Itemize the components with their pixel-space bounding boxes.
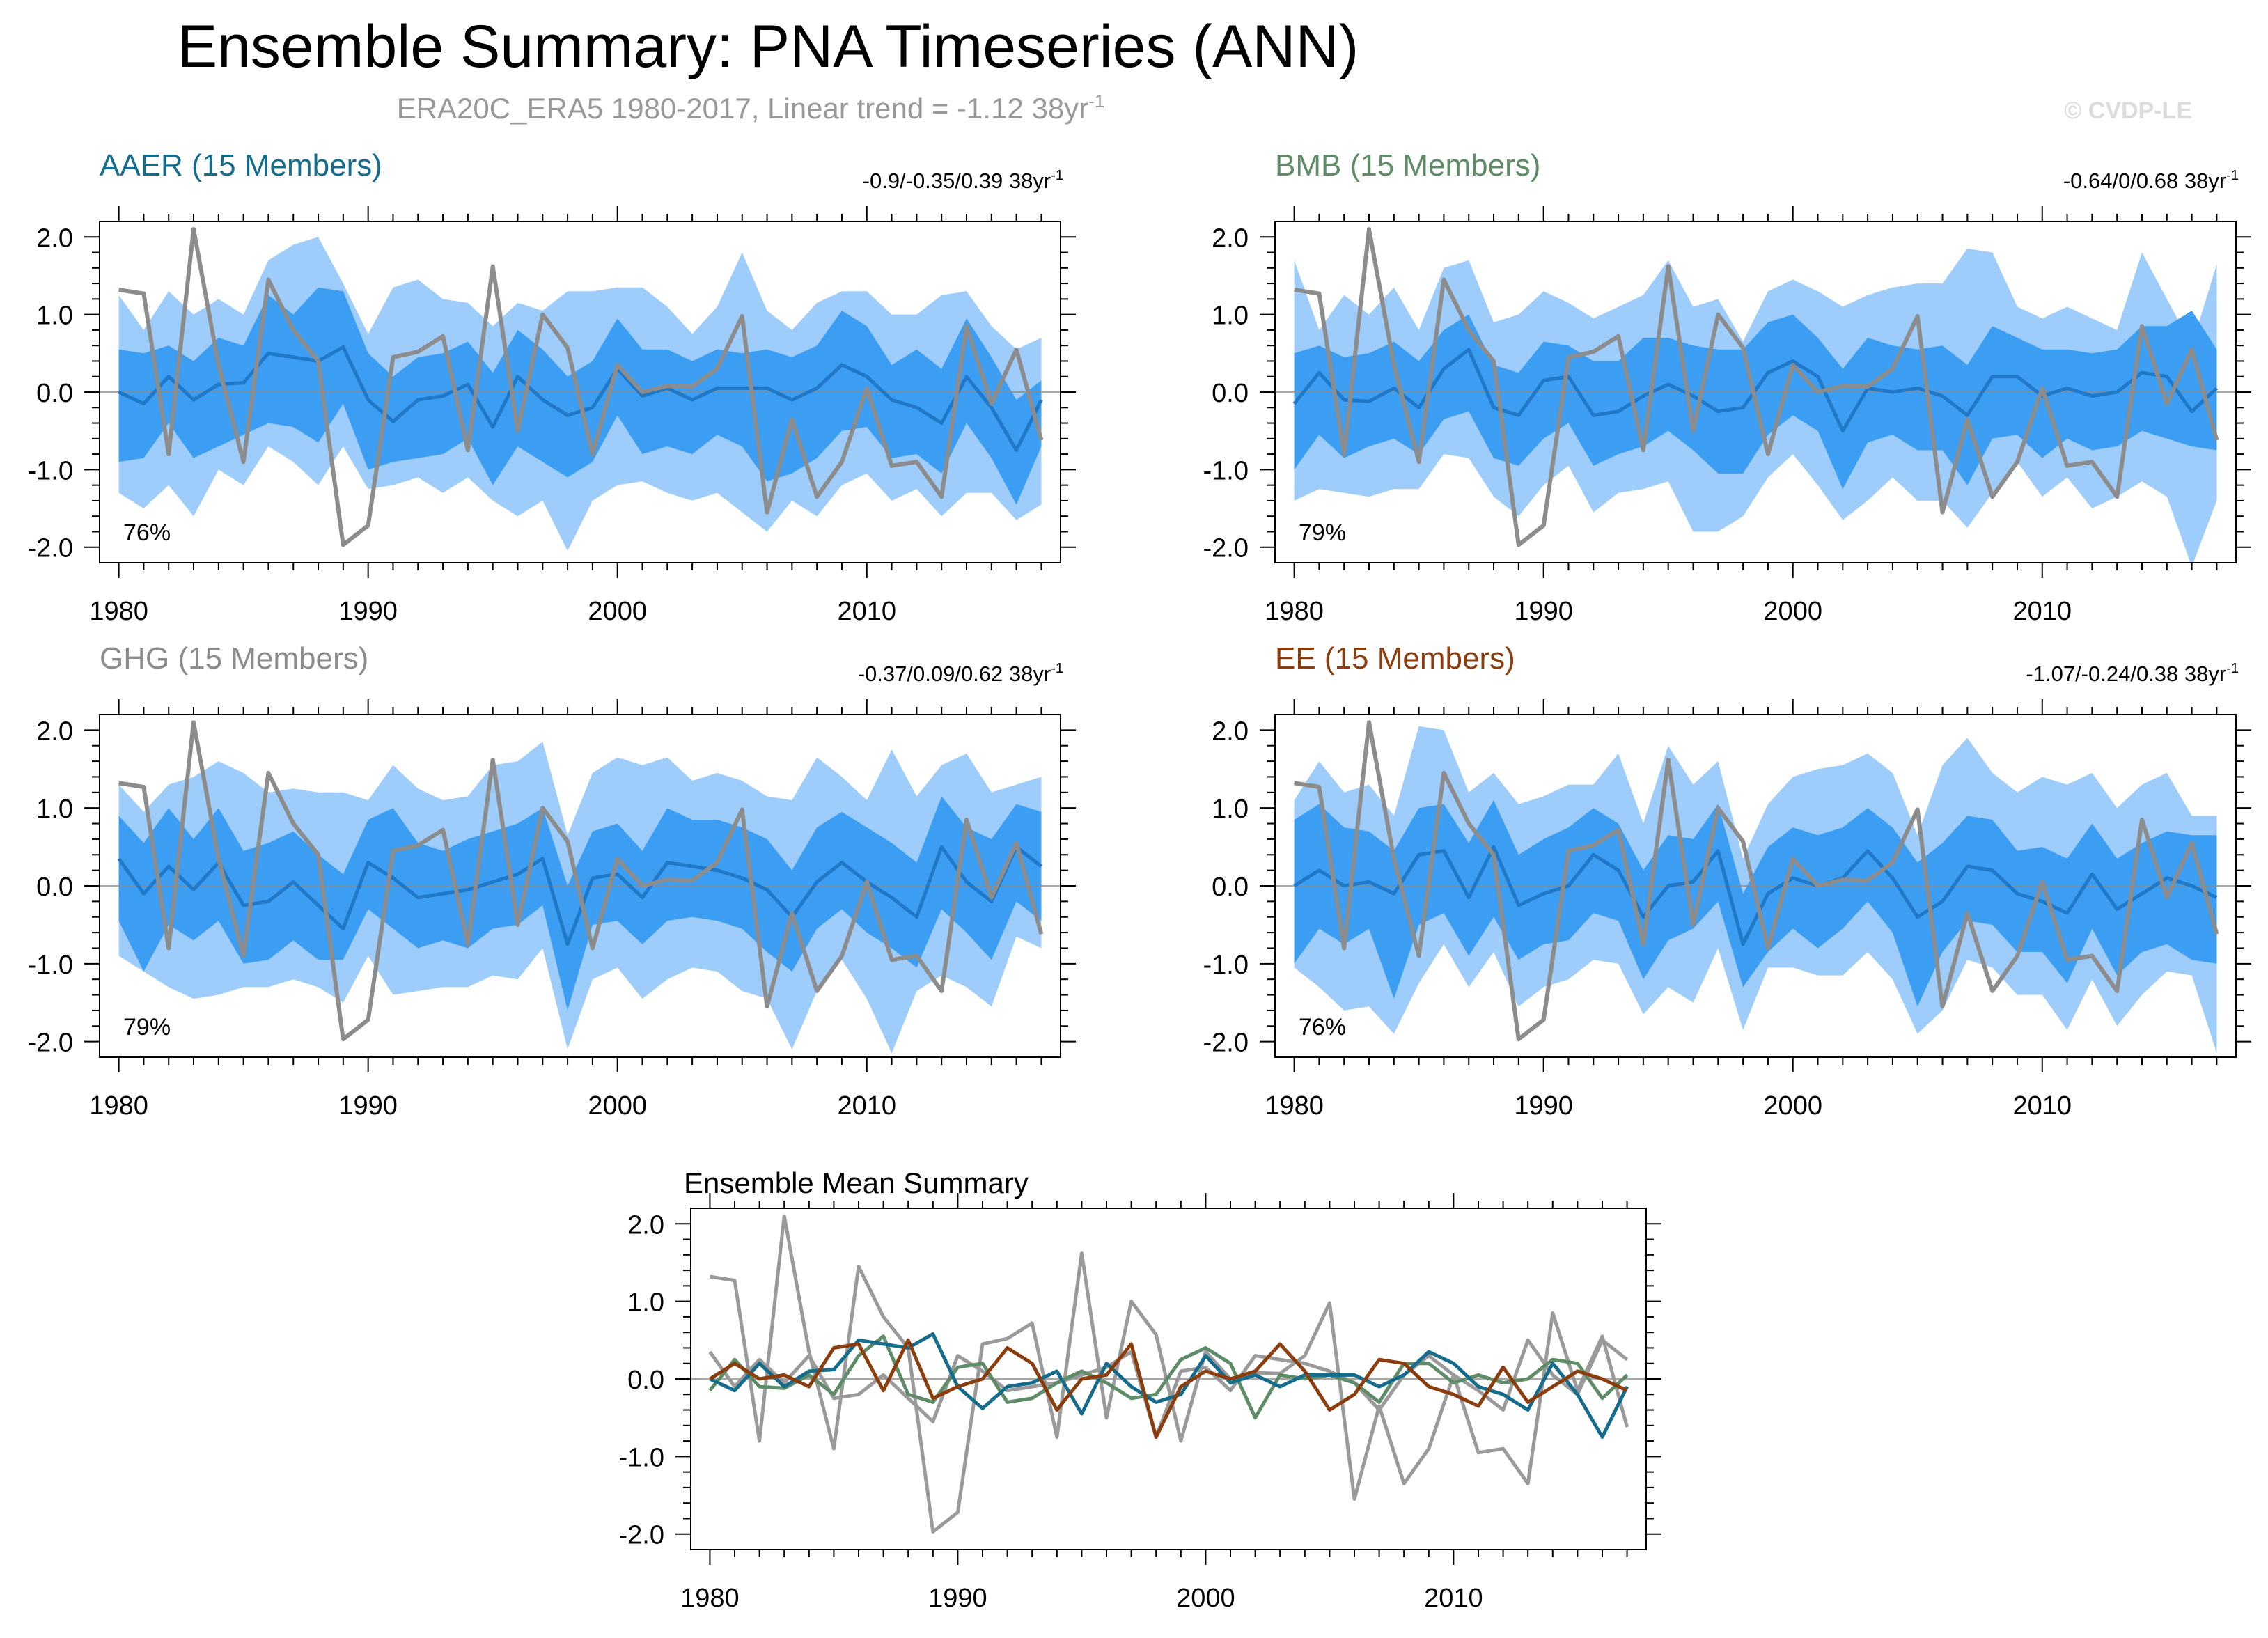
ensemble-mean-line: [1292, 348, 2219, 433]
y-tick-label: -2.0: [28, 534, 73, 563]
y-tick-label: -1.0: [619, 1443, 664, 1472]
y-tick-label: 1.0: [36, 795, 73, 824]
y-tick-label: 2.0: [36, 717, 73, 746]
panel-title: AAER (15 Members): [100, 148, 382, 182]
summary-title: Ensemble Mean Summary: [684, 1167, 1029, 1199]
x-tick-label: 1990: [338, 1091, 398, 1121]
y-tick-label: 1.0: [1212, 302, 1249, 331]
x-tick-label: 2010: [2012, 597, 2072, 626]
panel-ee: EE (15 Members) -1.07/-0.24/0.38 38yr-1 -2…: [1203, 641, 2251, 1121]
y-tick-label: 2.0: [627, 1210, 664, 1240]
y-tick-label: -1.0: [28, 951, 73, 980]
trend-label: -1.07/-0.24/0.38 38yr-1: [2026, 661, 2239, 686]
x-tick-label: 1980: [1265, 597, 1324, 626]
x-tick-label: 1990: [1514, 597, 1573, 626]
observed-line: [118, 720, 1044, 1042]
y-tick-label: 1.0: [1212, 795, 1249, 824]
panel-title: BMB (15 Members): [1275, 148, 1540, 182]
y-tick-label: 0.0: [36, 873, 73, 902]
x-tick-label: 2010: [1424, 1584, 1483, 1613]
x-tick-label: 1980: [680, 1584, 740, 1613]
subtitle-superscript: -1: [1088, 91, 1104, 111]
x-tick-label: 1980: [89, 597, 148, 626]
y-tick-label: -1.0: [28, 456, 73, 485]
trend-text: -0.9/-0.35/0.39 38yr: [863, 169, 1051, 193]
panels: AAER (15 Members) -0.9/-0.35/0.39 38yr-1-…: [28, 148, 2251, 1613]
panel-ghg: GHG (15 Members) -0.37/0.09/0.62 38yr-1 -2…: [28, 641, 1076, 1121]
y-tick-label: -1.0: [1203, 951, 1249, 980]
x-tick-label: 2000: [588, 1091, 647, 1121]
x-tick-label: 1980: [89, 1091, 148, 1121]
panel-bmb: BMB (15 Members) -0.64/0/0.68 38yr-1 -2.0 -…: [1203, 148, 2251, 626]
y-tick-label: -2.0: [1203, 1029, 1249, 1058]
y-tick-label: 2.0: [1212, 224, 1249, 253]
ensemble-mean-line: [117, 845, 1042, 946]
x-tick-label: 2010: [837, 1091, 896, 1121]
observed-line: [1294, 227, 2219, 547]
y-tick-label: -2.0: [619, 1521, 664, 1550]
y-tick-label: 1.0: [36, 302, 73, 331]
trend-superscript: -1: [2226, 168, 2239, 183]
trend-label: -0.37/0.09/0.62 38yr-1: [858, 661, 1063, 686]
panel-title: GHG (15 Members): [100, 641, 368, 676]
trend-text: -0.64/0/0.68 38yr: [2063, 169, 2226, 193]
y-tick-label: 0.0: [36, 379, 73, 408]
panel-aaer: AAER (15 Members) -0.9/-0.35/0.39 38yr-1-…: [28, 148, 1076, 626]
series-line-observed: [710, 1214, 1629, 1534]
figure-title: Ensemble Summary: PNA Timeseries (ANN): [178, 13, 1359, 80]
x-tick-label: 1980: [1265, 1091, 1324, 1121]
y-tick-label: 0.0: [1212, 379, 1249, 408]
y-tick-label: -1.0: [1203, 456, 1249, 485]
trend-superscript: -1: [1051, 661, 1063, 676]
series-line-ghg: [708, 1338, 1629, 1439]
y-tick-label: 1.0: [627, 1288, 664, 1318]
trend-superscript: -1: [1051, 168, 1063, 183]
series-line-aaer: [709, 1332, 1629, 1439]
x-tick-label: 2000: [588, 597, 647, 626]
observed-line: [1294, 720, 2219, 1042]
percent-label: 79%: [1299, 520, 1346, 546]
x-tick-label: 1990: [1514, 1091, 1573, 1121]
y-tick-label: 2.0: [1212, 717, 1249, 746]
ensemble-mean-line: [1293, 845, 2218, 946]
ensemble-mean-line: [118, 345, 1043, 452]
figure-subtitle: ERA20C_ERA5 1980-2017, Linear trend = -1…: [397, 91, 1105, 125]
x-tick-label: 2010: [2012, 1091, 2072, 1121]
percent-label: 76%: [1299, 1014, 1346, 1040]
subtitle-text: ERA20C_ERA5 1980-2017, Linear trend = -1…: [397, 92, 1088, 125]
credit-watermark: © CVDP-LE: [2064, 98, 2192, 124]
panel-summary: Ensemble Mean Summary -2.0 -1.0 0.0 1.0 2.0 19…: [619, 1167, 1661, 1613]
x-tick-label: 1990: [928, 1584, 987, 1613]
trend-label: -0.9/-0.35/0.39 38yr-1: [863, 168, 1063, 193]
y-tick-label: 0.0: [1212, 873, 1249, 902]
observed-line: [118, 227, 1044, 547]
x-tick-label: 2000: [1176, 1584, 1235, 1613]
percent-label: 76%: [123, 520, 171, 546]
y-tick-label: -2.0: [1203, 534, 1249, 563]
trend-label: -0.64/0/0.68 38yr-1: [2063, 168, 2239, 193]
percent-label: 79%: [123, 1014, 171, 1040]
y-tick-label: -2.0: [28, 1029, 73, 1058]
x-tick-label: 2000: [1763, 1091, 1822, 1121]
trend-text: -1.07/-0.24/0.38 38yr: [2026, 662, 2226, 686]
panel-title: EE (15 Members): [1275, 641, 1515, 676]
y-tick-label: 0.0: [627, 1366, 664, 1395]
x-tick-label: 2000: [1763, 597, 1822, 626]
series-line-ee: [709, 1338, 1628, 1439]
trend-text: -0.37/0.09/0.62 38yr: [858, 662, 1051, 686]
x-tick-label: 2010: [837, 597, 896, 626]
y-tick-label: 2.0: [36, 224, 73, 253]
trend-superscript: -1: [2226, 661, 2239, 676]
x-tick-label: 1990: [338, 597, 398, 626]
